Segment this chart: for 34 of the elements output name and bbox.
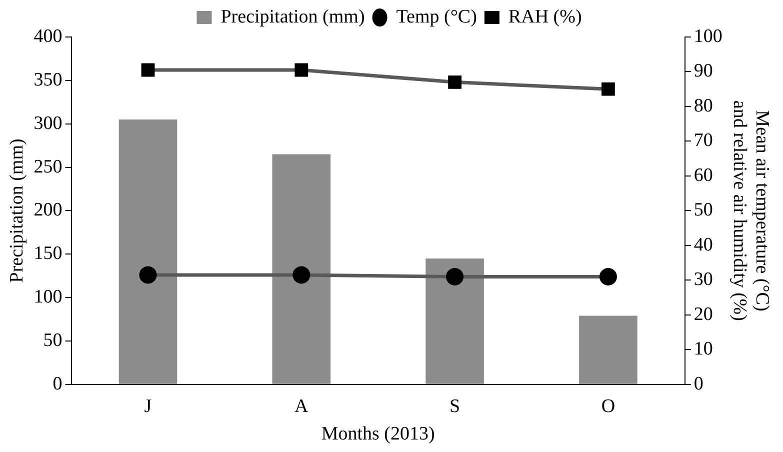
x-axis-title: Months (2013)	[321, 424, 435, 445]
bar	[118, 120, 178, 384]
y-tick-label: 250	[34, 156, 62, 178]
y2-tick-label: 0	[694, 373, 704, 394]
bar	[272, 154, 331, 384]
y2-tick-label: 20	[694, 304, 713, 325]
y-tick-label: 150	[34, 243, 62, 264]
bar	[579, 316, 638, 384]
y2-tick-label: 70	[694, 130, 713, 152]
y-tick-label: 400	[34, 26, 62, 47]
legend-label: Temp (°C)	[396, 6, 477, 28]
y2-axis-title: Mean air temperature (°C) and relative air humidity (%)	[728, 100, 773, 321]
x-tick-label: S	[450, 396, 460, 417]
y-tick-label: 200	[34, 200, 62, 221]
y2-tick-label: 30	[694, 269, 713, 290]
x-tick-label: J	[144, 396, 152, 417]
bar	[426, 258, 484, 384]
y2-tick-label: 40	[694, 234, 713, 256]
x-tick-label: A	[294, 396, 309, 417]
x-tick-label: O	[601, 396, 616, 417]
y-tick-label: 300	[34, 112, 62, 134]
y2-tick-label: 80	[694, 95, 713, 116]
y2-tick-label: 50	[694, 200, 713, 221]
y-tick-label: 350	[34, 69, 62, 90]
y2-tick-label: 90	[694, 60, 713, 82]
y-tick-label: 100	[34, 286, 62, 308]
legend-label: RAH (%)	[508, 6, 582, 28]
legend-label: Precipitation (mm)	[220, 6, 365, 28]
y2-tick-label: 10	[694, 338, 713, 360]
y-axis-title: Precipitation (mm)	[6, 138, 28, 283]
y2-tick-label: 60	[694, 164, 713, 186]
y-tick-label: 0	[52, 373, 62, 394]
y2-tick-label: 100	[694, 26, 722, 47]
y-tick-label: 50	[43, 330, 62, 351]
